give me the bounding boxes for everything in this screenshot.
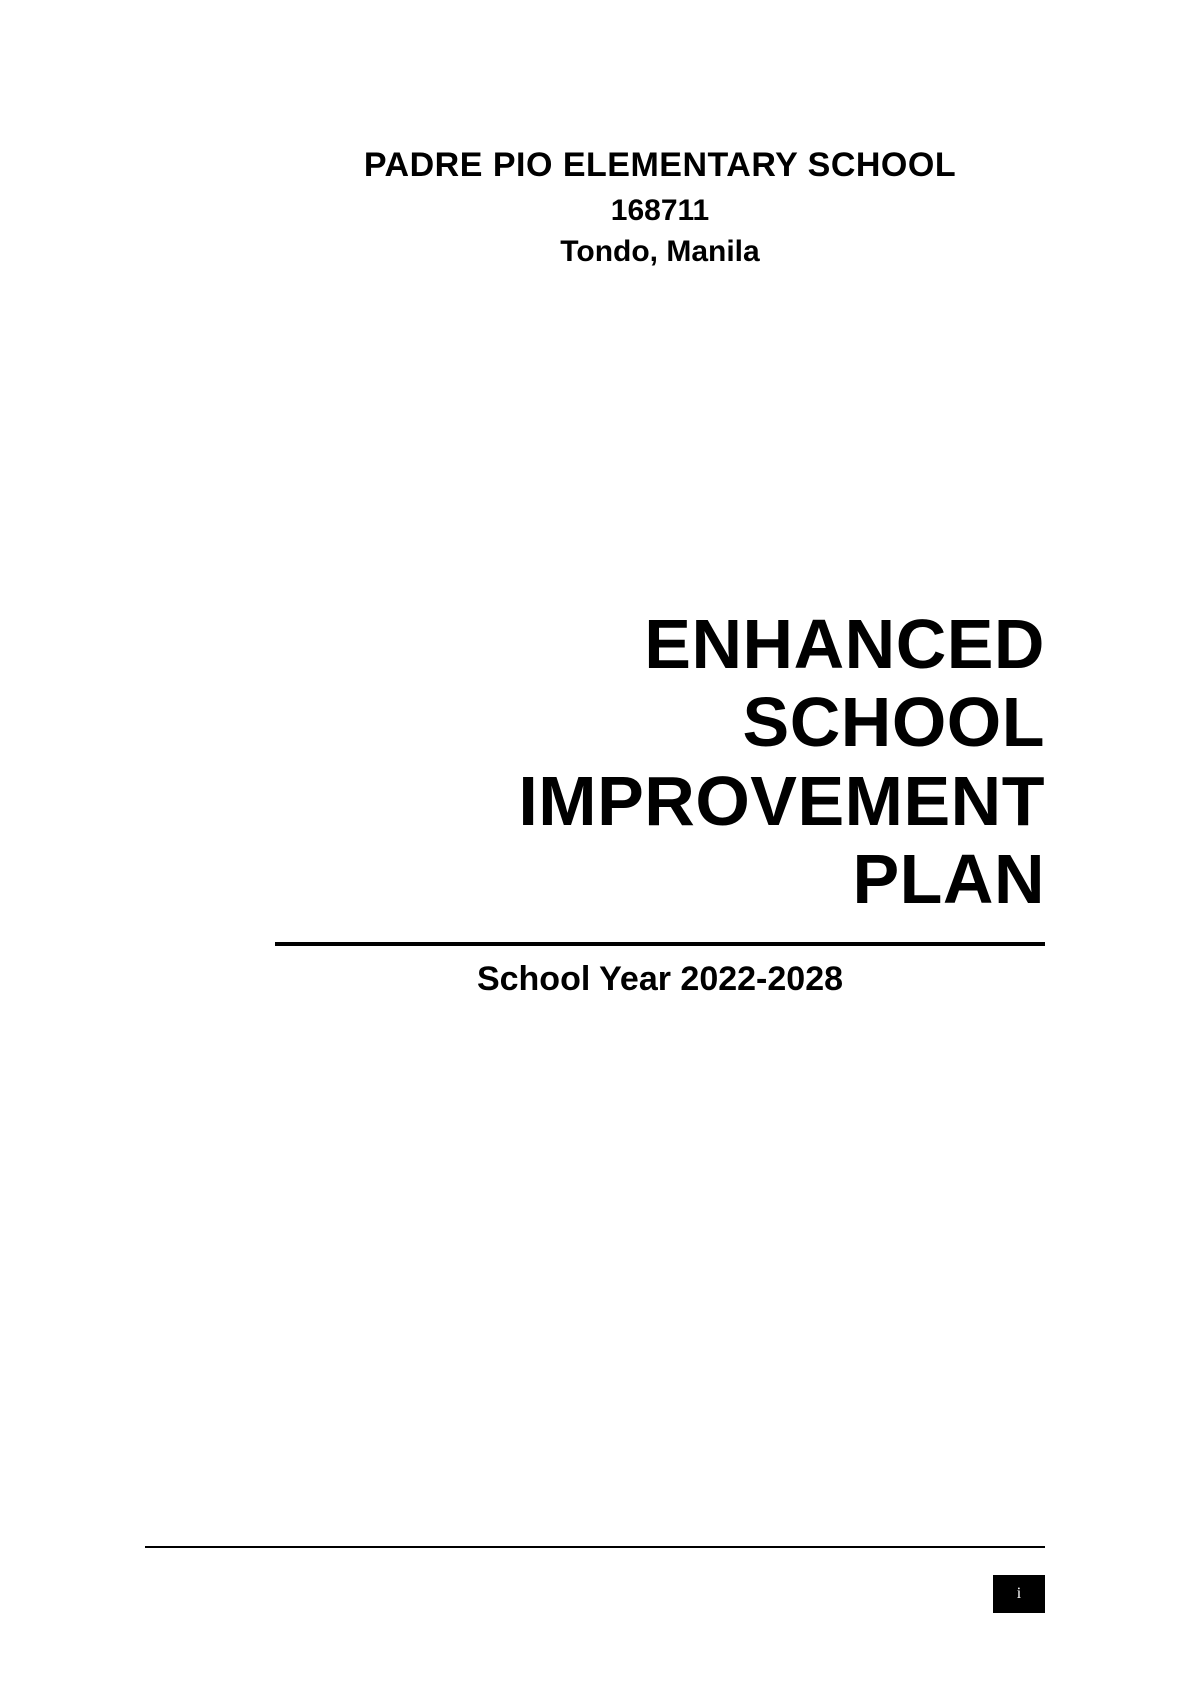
title-line-4: PLAN: [518, 840, 1045, 918]
school-location: Tondo, Manila: [275, 233, 1045, 271]
title-block: ENHANCED SCHOOL IMPROVEMENT PLAN: [518, 605, 1045, 919]
header-block: PADRE PIO ELEMENTARY SCHOOL 168711 Tondo…: [275, 145, 1045, 271]
title-divider: [275, 942, 1045, 946]
title-line-3: IMPROVEMENT: [518, 762, 1045, 840]
title-line-1: ENHANCED: [518, 605, 1045, 683]
school-code: 168711: [275, 192, 1045, 230]
page-number: i: [993, 1575, 1045, 1613]
subtitle: School Year 2022-2028: [275, 960, 1045, 999]
title-line-2: SCHOOL: [518, 683, 1045, 761]
footer-divider: [145, 1546, 1045, 1548]
school-name: PADRE PIO ELEMENTARY SCHOOL: [275, 145, 1045, 186]
document-page: PADRE PIO ELEMENTARY SCHOOL 168711 Tondo…: [0, 0, 1200, 1698]
